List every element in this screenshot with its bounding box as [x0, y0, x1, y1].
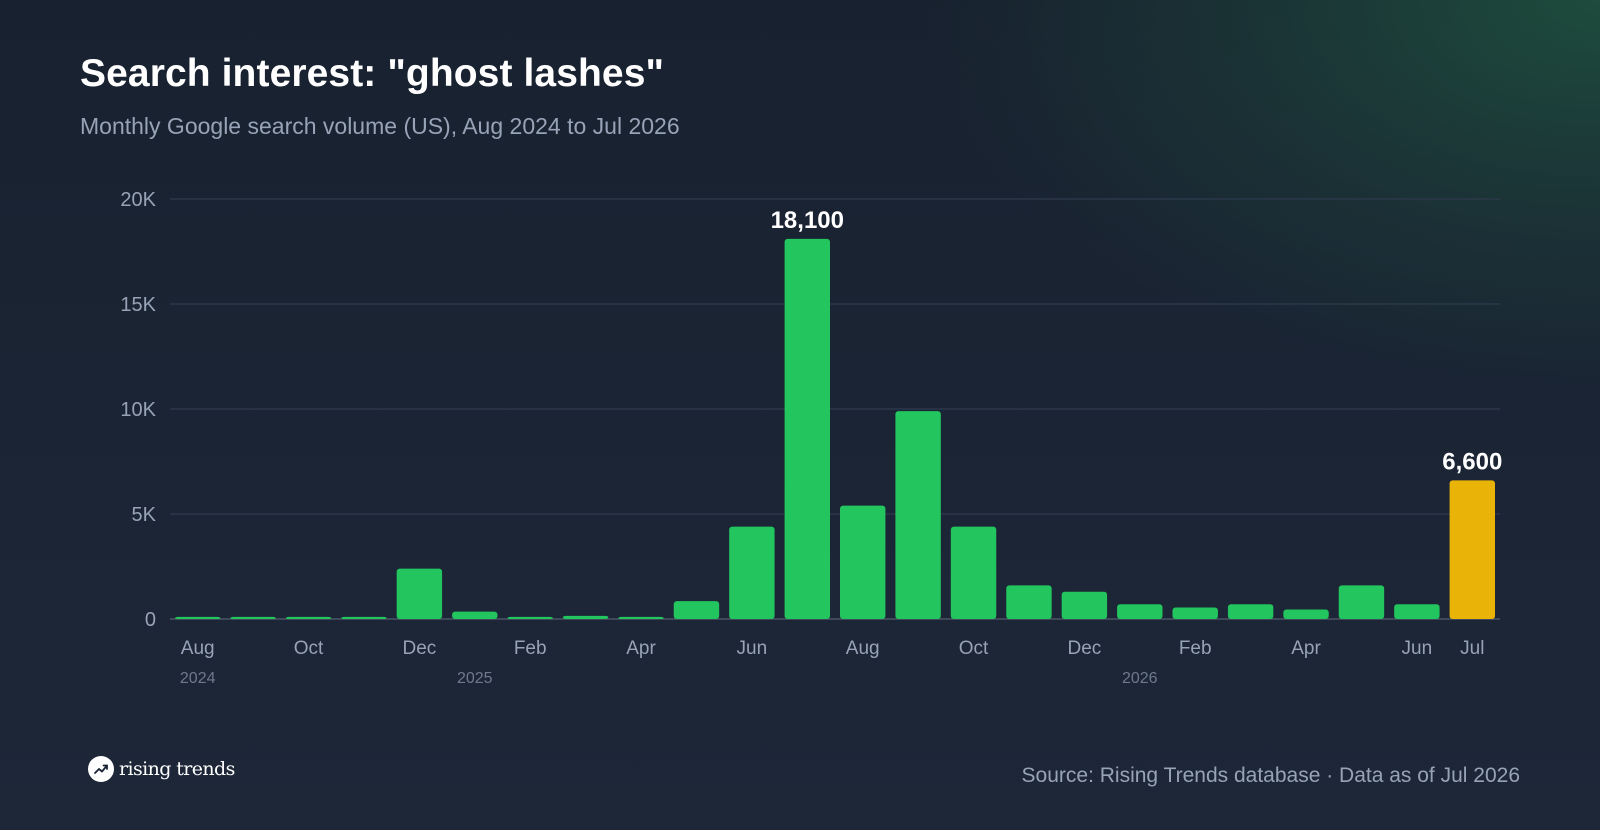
brand-name: rising trends: [119, 758, 235, 780]
bar-mar-2025: [562, 615, 609, 619]
bar-jan-2026: [1117, 604, 1163, 619]
data-label: 6,600: [1442, 448, 1502, 475]
chart-subtitle: Monthly Google search volume (US), Aug 2…: [80, 113, 680, 139]
bar-jun-2026: [1394, 604, 1440, 619]
x-tick-label: Feb: [514, 638, 547, 659]
source-note: Source: Rising Trends database · Data as…: [1021, 764, 1520, 787]
bar-jul-2026: [1449, 480, 1495, 619]
x-tick-label: Feb: [1179, 638, 1212, 659]
x-tick-label: Oct: [294, 638, 324, 659]
bar-oct-2024: [285, 616, 332, 619]
brand-logo: rising trends: [88, 756, 235, 782]
bars: [175, 238, 1495, 619]
x-tick-label: Jun: [737, 638, 768, 659]
bar-sep-2025: [895, 411, 941, 619]
bar-jan-2025: [452, 611, 498, 619]
x-tick-label: Oct: [959, 638, 989, 659]
bar-jun-2025: [729, 526, 775, 619]
bar-aug-2025: [840, 505, 886, 619]
bar-apr-2025: [618, 616, 664, 619]
gridlines: [170, 198, 1500, 620]
bar-nov-2025: [1006, 585, 1052, 619]
trending-up-icon: [88, 756, 114, 782]
x-tick-label: Aug: [181, 638, 215, 659]
bar-mar-2026: [1227, 604, 1274, 619]
year-label: 2026: [1122, 670, 1158, 687]
chart-title: Search interest: "ghost lashes": [80, 52, 665, 95]
y-tick-label: 15K: [120, 294, 156, 316]
bar-oct-2025: [950, 526, 997, 619]
x-axis: Aug Oct Dec Feb Apr Jun Aug Oct Dec Feb Apr Jun Jul 2…: [180, 638, 1485, 687]
y-tick-label: 0: [145, 609, 156, 631]
y-tick-label: 10K: [120, 399, 156, 421]
x-tick-label: Dec: [402, 638, 436, 659]
x-tick-label: Apr: [626, 638, 656, 659]
bar-apr-2026: [1283, 609, 1329, 619]
bar-chart: 0 5K 10K 15K 20K Aug Oct Dec Feb Apr Jun Aug Oct Dec…: [120, 189, 1503, 687]
y-tick-label: 5K: [132, 504, 157, 526]
data-labels: 18,100 6,600: [771, 207, 1503, 476]
bar-dec-2024: [396, 568, 443, 619]
y-axis: 0 5K 10K 15K 20K: [120, 189, 156, 631]
year-label: 2024: [180, 670, 216, 687]
bar-may-2025: [673, 601, 720, 619]
x-tick-label: Jun: [1402, 638, 1433, 659]
data-label: 18,100: [771, 207, 844, 234]
bar-may-2026: [1338, 585, 1385, 619]
bar-sep-2024: [230, 616, 276, 619]
y-tick-label: 20K: [120, 189, 156, 211]
bar-aug-2024: [175, 616, 221, 619]
x-tick-label: Jul: [1460, 638, 1484, 659]
bar-dec-2025: [1061, 591, 1108, 619]
x-tick-label: Dec: [1067, 638, 1101, 659]
bar-feb-2026: [1172, 607, 1218, 619]
bar-feb-2025: [507, 616, 553, 619]
bar-jul-2025: [784, 238, 830, 619]
bar-nov-2024: [341, 616, 387, 619]
year-label: 2025: [457, 670, 493, 687]
x-tick-label: Aug: [846, 638, 880, 659]
x-tick-label: Apr: [1291, 638, 1321, 659]
